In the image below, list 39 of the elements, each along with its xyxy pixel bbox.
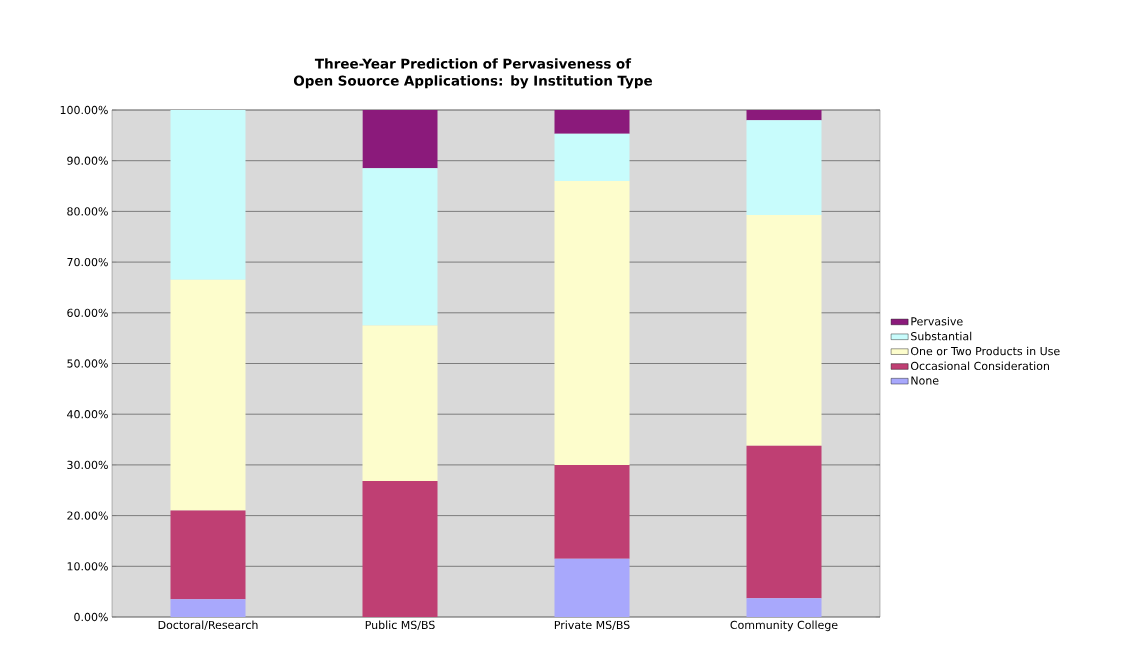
y-tick-label: 80.00% [67, 207, 108, 216]
y-tick-label: 20.00% [67, 511, 108, 520]
x-tick-label: Community College [730, 620, 838, 632]
y-tick-label: 100.00% [60, 105, 108, 115]
bar [746, 598, 822, 617]
bar [362, 325, 438, 482]
y-tick-label: 40.00% [67, 410, 108, 419]
bar [362, 110, 438, 169]
y-tick-label: 0.00% [74, 612, 108, 622]
x-tick-label: Private MS/BS [554, 620, 630, 630]
bar [554, 558, 630, 617]
bar [362, 481, 438, 617]
y-tick-label: 50.00% [67, 359, 108, 368]
y-tick-label: 60.00% [67, 308, 108, 317]
bar [746, 214, 822, 446]
y-tick-label: 90.00% [67, 156, 108, 165]
bar [170, 599, 246, 617]
x-tick-label: Doctoral/Research [158, 620, 258, 630]
chart-title: Three-Year Prediction of Pervasiveness of Open Souorce Applications: by Institution Type [293, 58, 653, 89]
bar [170, 510, 246, 600]
bar [362, 168, 438, 326]
bar [170, 110, 246, 280]
bar [746, 120, 822, 215]
y-tick-label: 30.00% [67, 460, 108, 470]
x-tick-label: Public MS/BS [365, 620, 435, 630]
bar [554, 464, 630, 559]
y-tick-label: 10.00% [67, 562, 108, 571]
bar [554, 110, 630, 134]
legend-label: Occasional Consideration [910, 361, 1049, 371]
legend-label: Pervasive [911, 316, 963, 326]
bar [746, 445, 822, 599]
bar [554, 180, 630, 465]
legend-label: None [911, 376, 939, 385]
bar [746, 110, 822, 121]
bar [170, 279, 246, 511]
y-tick-label: 70.00% [67, 257, 108, 267]
legend-label: One or Two Products in Use [910, 346, 1060, 356]
legend-label: Substantial [911, 331, 972, 341]
bar [554, 133, 630, 181]
